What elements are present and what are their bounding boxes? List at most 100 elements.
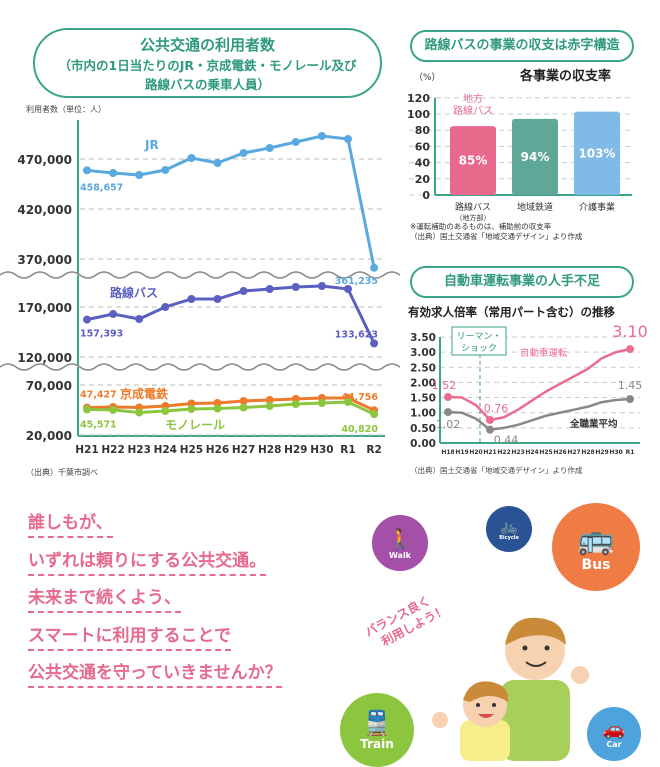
message-line: 未来まで続くよう、 <box>28 583 181 613</box>
y-tick-label: 470,000 <box>17 153 72 167</box>
y-tick-label: 1.50 <box>410 393 436 405</box>
data-point <box>626 395 634 404</box>
data-label: 1.45 <box>618 379 643 392</box>
data-label: 157,393 <box>80 329 123 340</box>
train-icon: 🚆 Train <box>340 693 414 767</box>
series-line <box>447 397 631 431</box>
data-point <box>187 399 196 408</box>
train-label: Train <box>360 737 394 751</box>
y-tick-label: 2.00 <box>410 377 436 389</box>
data-point <box>239 287 248 295</box>
data-point <box>213 159 222 167</box>
data-point <box>109 169 118 177</box>
car-icon: 🚗 Car <box>587 707 641 761</box>
message-line: スマートに利用することで <box>28 621 231 651</box>
data-label: 0.44 <box>494 434 519 447</box>
data-point <box>370 263 379 272</box>
x-tick-label: H20 <box>469 449 482 456</box>
data-point <box>213 399 222 407</box>
data-point <box>317 282 326 290</box>
data-point <box>344 285 352 293</box>
data-point <box>161 407 170 415</box>
series-line <box>447 347 631 422</box>
data-label: 0.76 <box>484 402 509 415</box>
y-tick-label: 0 <box>422 189 430 202</box>
series-name-label: 自動車運転 <box>520 347 568 359</box>
x-tick-label: R1 <box>340 444 355 456</box>
data-label: 361,235 <box>335 276 378 287</box>
y-tick-label: 40 <box>415 157 431 170</box>
data-point <box>291 400 300 408</box>
data-point <box>344 135 352 143</box>
data-point <box>291 283 300 291</box>
data-point <box>486 415 494 424</box>
ridership-title-box: 公共交通の利用者数 （市内の1日当たりのJR・京成電鉄・モノレール及び 路線バス… <box>33 28 382 98</box>
ridership-subtitle-2: 路線バスの乗車人員） <box>144 77 270 92</box>
x-tick-label: H25 <box>180 444 203 456</box>
series-line <box>86 396 375 412</box>
y-tick-label: 80 <box>415 124 431 137</box>
y-tick-label: 0.00 <box>410 438 436 450</box>
x-tick-label: H26 <box>553 449 566 456</box>
y-tick-label: 20,000 <box>26 429 72 443</box>
x-tick-sublabel: （地方部） <box>456 213 491 222</box>
data-point <box>344 398 352 406</box>
data-label: 40,820 <box>341 424 378 435</box>
x-tick-label: H27 <box>567 449 580 456</box>
data-point <box>213 404 222 413</box>
y-tick-label: 60 <box>415 140 431 153</box>
data-point <box>317 399 326 407</box>
data-point <box>291 138 300 146</box>
x-tick-label: H30 <box>310 444 333 456</box>
series-line <box>86 134 376 269</box>
y-tick-label: 70,000 <box>26 379 72 393</box>
series-line <box>86 284 376 345</box>
y-tick-label: 120,000 <box>17 351 72 365</box>
family-illustration <box>432 617 589 761</box>
x-tick-label: H30 <box>609 449 622 456</box>
x-tick-label: R2 <box>366 444 381 456</box>
data-point <box>161 166 170 174</box>
data-label: 44,756 <box>341 392 378 403</box>
data-point <box>135 408 144 417</box>
y-tick-label: 120 <box>407 92 430 105</box>
x-tick-label: H23 <box>511 449 524 456</box>
y-tick-label: 1.00 <box>410 408 436 420</box>
data-label: 458,657 <box>80 182 123 193</box>
message-line: 公共交通を守っていきませんか？ <box>28 658 282 688</box>
data-point <box>239 397 248 405</box>
data-point <box>239 403 248 412</box>
x-tick-label: H29 <box>284 444 307 456</box>
data-label: 1.02 <box>436 418 461 431</box>
data-point <box>83 315 91 324</box>
y-tick-label: 3.00 <box>410 347 436 359</box>
bar-value-label: 103% <box>578 146 615 160</box>
data-point <box>265 396 274 404</box>
x-tick-label: H27 <box>232 444 255 456</box>
lehman-box <box>451 326 507 356</box>
ridership-chart: 470,000 420,000 370,000 170,000 120,000 70,00… <box>0 120 400 456</box>
data-label: 47,427 <box>80 390 117 401</box>
data-point <box>187 405 196 413</box>
data-point <box>626 345 634 354</box>
bicycle-icon: 🚲 Bicycle <box>486 506 532 552</box>
driver-heading: 自動車運転事業の人手不足 <box>410 266 634 298</box>
series-line <box>86 400 375 416</box>
x-tick-label: H25 <box>539 449 552 456</box>
y-tick-label: 420,000 <box>17 203 72 217</box>
data-point <box>265 402 274 410</box>
message-line: いずれは頼りにする公共交通。 <box>28 546 267 576</box>
x-tick-label: H22 <box>497 449 510 456</box>
x-tick-label: H28 <box>581 449 594 456</box>
x-tick-label: 路線バス <box>455 201 491 213</box>
data-point <box>370 410 379 419</box>
data-point <box>239 149 248 157</box>
x-tick-label: 地域鉄道 <box>517 201 553 213</box>
y-tick-label: 20 <box>415 173 431 186</box>
data-label: 133,623 <box>335 329 378 340</box>
data-label: 3.10 <box>612 322 648 341</box>
y-tick-label: 170,000 <box>17 301 72 315</box>
data-point <box>444 408 452 417</box>
bar-value-label: 85% <box>459 154 488 168</box>
y-tick-label: 100 <box>407 108 430 121</box>
